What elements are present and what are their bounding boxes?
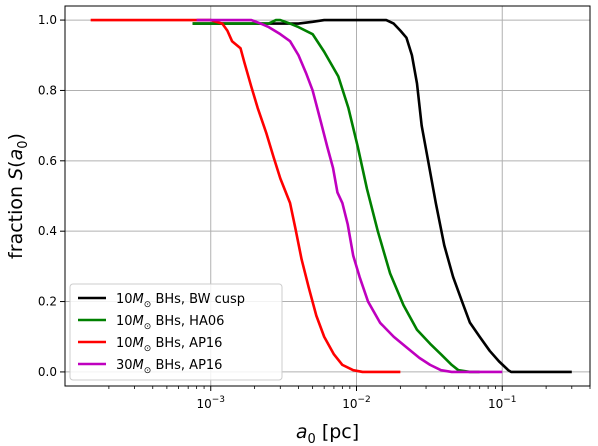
x-tick-label: 10−2 xyxy=(342,395,371,411)
x-axis-label: a0 [pc] xyxy=(296,421,359,446)
y-axis-label-func: S xyxy=(5,168,27,180)
x-axis-label-var: a xyxy=(296,421,308,443)
legend-entry-2: 10M⊙ BHs, HA06 xyxy=(116,314,224,332)
y-tick-label: 0.4 xyxy=(38,224,57,238)
y-axis-ticks: 0.0 0.2 0.4 0.6 0.8 1.0 xyxy=(38,13,65,379)
x-axis-label-sub: 0 xyxy=(308,432,316,446)
plot-area-frame xyxy=(64,5,591,387)
series-group xyxy=(90,18,572,374)
legend-entry-3: 10M⊙ BHs, AP16 xyxy=(116,336,222,354)
x-tick-label: 10−3 xyxy=(196,395,225,411)
y-tick-label: 1.0 xyxy=(38,13,57,27)
legend-entry-1: 10M⊙ BHs, BW cusp xyxy=(116,292,245,310)
legend-entry-4: 30M⊙ BHs, AP16 xyxy=(116,358,222,376)
series-line-1 xyxy=(192,18,572,374)
x-axis-label-unit: [pc] xyxy=(316,421,359,443)
y-axis-label-open: ( xyxy=(5,160,27,167)
y-tick-label: 0.6 xyxy=(38,154,57,168)
x-axis-ticks: 10−3 10−2 10−1 xyxy=(108,386,591,411)
x-tick-label: 10−1 xyxy=(488,395,517,411)
legend: 10M⊙ BHs, BW cusp 10M⊙ BHs, HA06 10M⊙ BHs,… xyxy=(69,283,283,381)
legend-box xyxy=(69,283,283,381)
series-line-4 xyxy=(196,18,503,374)
y-axis-label-close: ) xyxy=(5,133,27,140)
series-line-2 xyxy=(192,18,480,374)
y-axis-label-arg-sub: 0 xyxy=(16,140,31,148)
y-axis-label: fraction S(a0) xyxy=(5,133,31,259)
y-axis-label-prefix: fraction xyxy=(5,180,27,259)
y-tick-label: 0.8 xyxy=(38,83,57,97)
y-tick-label: 0.0 xyxy=(38,365,57,379)
y-axis-label-arg-var: a xyxy=(5,149,27,161)
y-tick-label: 0.2 xyxy=(38,295,57,309)
